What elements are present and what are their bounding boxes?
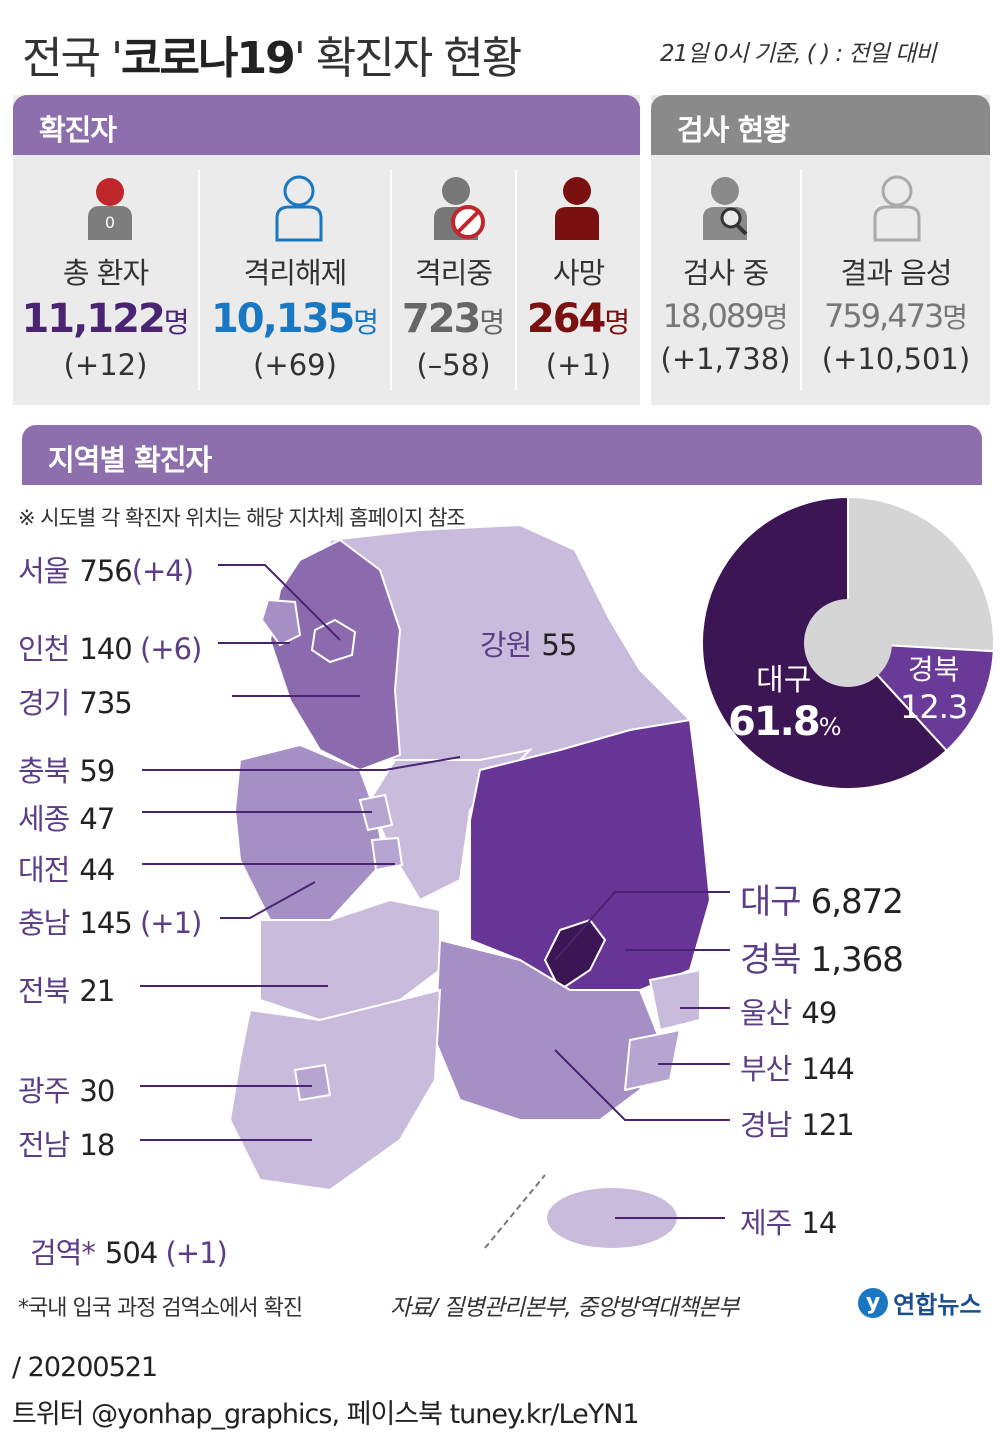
- region-label-gyeonggi: 경기 735: [18, 686, 133, 720]
- person-dark-icon: [555, 177, 599, 240]
- region-chungnam: [233, 743, 387, 921]
- person-outline-icon: [275, 175, 323, 242]
- pie-slice-경북: [845, 641, 995, 753]
- region-gyeongbuk: [469, 718, 712, 991]
- region-daejeon: [370, 836, 404, 872]
- korea-map: [140, 523, 730, 1249]
- regional-note: ※ 시도별 각 확진자 위치는 해당 지차체 홈페이지 참조: [18, 506, 466, 530]
- confirmed-header: 확진자: [13, 95, 640, 155]
- svg-text:0: 0: [105, 213, 115, 232]
- pie-center-hole: [804, 599, 892, 687]
- region-label-gangwon: 강원 55: [480, 628, 577, 662]
- region-label-gyeongnam: 경남 121: [740, 1108, 855, 1142]
- region-label-gwangju: 광주 30: [18, 1074, 115, 1108]
- region-label-quarantine: 검역* 504 (+1): [30, 1236, 228, 1270]
- region-seoul: [310, 618, 357, 664]
- stat-released: 격리해제 10,135명 (+69): [210, 256, 380, 382]
- stat-deceased: 사망 264명 (+1): [526, 256, 631, 382]
- region-gyeongnam: [433, 938, 662, 1121]
- pie-label-gyeongbuk: 경북 12.3: [900, 653, 968, 726]
- region-sejong: [358, 793, 394, 832]
- region-label-daegu: 대구 6,872: [740, 882, 904, 922]
- quarantine-footnote: *국내 입국 과정 검역소에서 확진: [18, 1296, 303, 1321]
- person-zero-icon: 0: [88, 178, 132, 240]
- region-label-ulsan: 울산 49: [740, 996, 837, 1030]
- stat-negative: 결과 음성 759,473명 (+10,501): [821, 256, 971, 376]
- region-gwangju: [293, 1063, 332, 1102]
- source-note: 자료/ 질병관리본부, 중앙방역대책본부: [390, 1295, 739, 1321]
- region-label-chungbuk: 충북 59: [18, 754, 115, 788]
- region-label-jeonnam: 전남 18: [18, 1128, 115, 1162]
- region-label-daejeon: 대전 44: [18, 853, 115, 887]
- yonhap-logo-icon: y: [858, 1287, 888, 1318]
- testing-header: 검사 현황: [651, 95, 990, 155]
- region-label-chungnam: 충남 145 (+1): [18, 906, 202, 940]
- stat-icons: 0: [88, 175, 921, 242]
- share-pie-chart: [701, 495, 995, 790]
- region-label-sejong: 세종 47: [18, 802, 115, 836]
- footer-social: 트위터 @yonhap_graphics, 페이스북 tuney.kr/LeYN…: [12, 1399, 640, 1430]
- page-title: 전국 '코로나19' 확진자 현황: [22, 33, 522, 84]
- person-search-icon: [703, 177, 748, 240]
- stat-testing: 검사 중 18,089명 (+1,738): [660, 256, 791, 376]
- person-light-outline-icon: [873, 175, 921, 242]
- region-label-incheon: 인천 140 (+6): [18, 632, 202, 666]
- region-label-busan: 부산 144: [740, 1052, 855, 1086]
- stat-isolated: 격리중 723명 (–58): [401, 256, 506, 382]
- stat-total: 총 환자 11,122명 (+12): [21, 256, 190, 382]
- person-no-icon: [434, 177, 485, 240]
- region-label-gyeongbuk: 경북 1,368: [740, 940, 904, 980]
- yonhap-logo: y 연합뉴스: [858, 1285, 981, 1320]
- pie-slice-other: [847, 495, 995, 653]
- region-label-seoul: 서울 756(+4): [18, 554, 194, 588]
- region-label-jeju: 제주 14: [740, 1206, 837, 1240]
- regional-header: 지역별 확진자: [22, 425, 982, 485]
- region-label-jeonbuk: 전북 21: [18, 974, 115, 1008]
- region-jeju: [547, 1188, 677, 1248]
- footer-date: / 20200521: [12, 1352, 158, 1383]
- region-busan: [623, 1028, 682, 1092]
- basis-note: 21일 0시 기준, ( ) : 전일 대비: [660, 41, 936, 67]
- region-jeonnam: [228, 988, 442, 1192]
- region-incheon: [260, 598, 302, 647]
- region-ulsan: [648, 968, 701, 1032]
- pie-label-daegu: 대구 61.8%: [728, 663, 841, 745]
